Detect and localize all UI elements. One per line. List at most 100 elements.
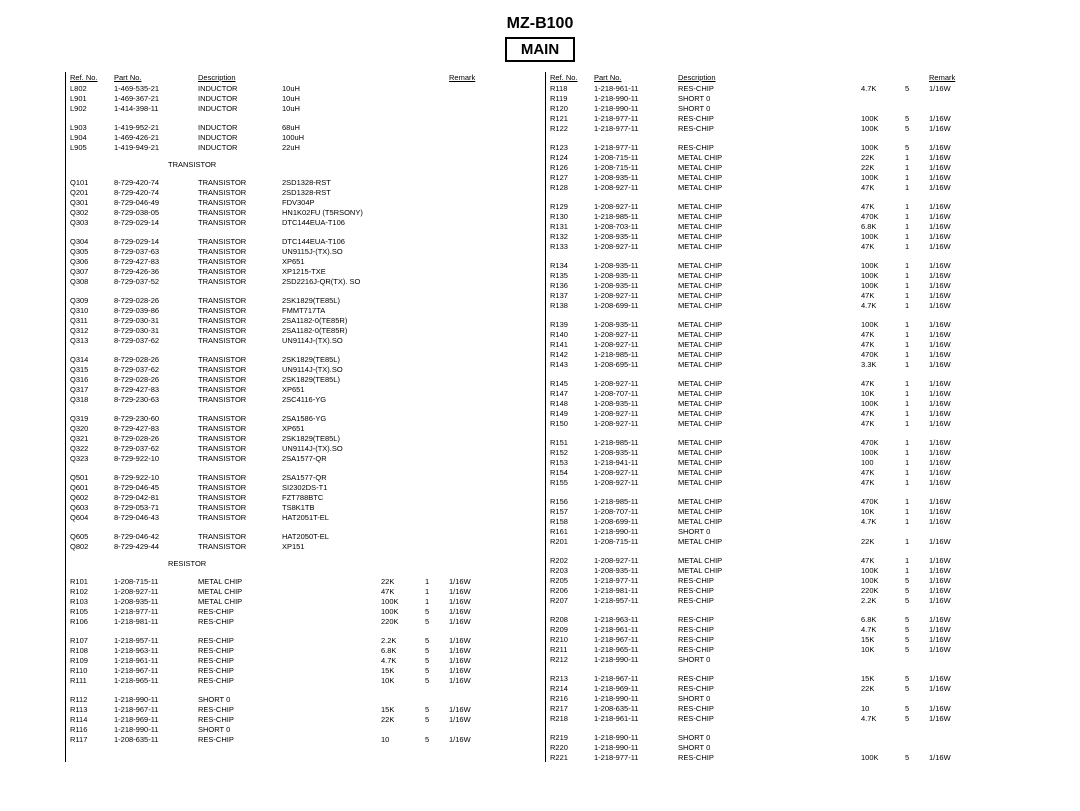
- cell: 1-208-927-11: [592, 339, 676, 349]
- cell: R141: [548, 339, 592, 349]
- table-row: [548, 251, 1015, 260]
- cell: [760, 152, 859, 162]
- cell: [379, 103, 423, 113]
- cell: 1-208-935-11: [592, 231, 676, 241]
- cell: 1/16W: [927, 575, 1015, 585]
- cell: Q605: [68, 531, 112, 541]
- cell: [423, 364, 447, 374]
- cell: 1/16W: [927, 614, 1015, 624]
- cell: [379, 512, 423, 522]
- cell: 1-208-927-11: [592, 378, 676, 388]
- cell: 1/16W: [927, 437, 1015, 447]
- cell: RES-CHIP: [196, 704, 280, 714]
- cell: R121: [548, 113, 592, 123]
- cell: 1/16W: [447, 645, 535, 655]
- cell: [760, 634, 859, 644]
- cell: TRANSISTOR: [196, 541, 280, 551]
- table-row: R1401-208-927-11METAL CHIP47K11/16W: [548, 329, 1015, 339]
- cell: [447, 276, 535, 286]
- table-row: Q3188-729-230-63TRANSISTOR2SC4116-YG: [68, 394, 535, 404]
- cell: R101: [68, 576, 112, 586]
- cell: Q201: [68, 187, 112, 197]
- cell: 1/16W: [927, 506, 1015, 516]
- table-row: R1511-218-985-11METAL CHIP470K11/16W: [548, 437, 1015, 447]
- cell: [760, 103, 859, 113]
- cell: 15K: [859, 634, 903, 644]
- cell: FZT788BTC: [280, 492, 379, 502]
- cell: 1-208-935-11: [592, 260, 676, 270]
- header-row: Ref. No. Part No. Description Remark: [548, 72, 1015, 83]
- cell: [760, 123, 859, 133]
- cell: [379, 315, 423, 325]
- cell: [379, 482, 423, 492]
- cell: [447, 266, 535, 276]
- cell: HN1K02FU (T5RSONY): [280, 207, 379, 217]
- cell: 1-218-990-11: [592, 526, 676, 536]
- cell: [379, 236, 423, 246]
- cell: 1: [903, 221, 927, 231]
- cell: [379, 502, 423, 512]
- cell: 1-469-426-21: [112, 132, 196, 142]
- cell: INDUCTOR: [196, 142, 280, 152]
- cell: R145: [548, 378, 592, 388]
- cell: FMMT717TA: [280, 305, 379, 315]
- table-row: R1031-208-935-11METAL CHIP100K11/16W: [68, 596, 535, 606]
- cell: [760, 565, 859, 575]
- cell: METAL CHIP: [676, 418, 760, 428]
- cell: [760, 349, 859, 359]
- cell: [760, 742, 859, 752]
- cell: 1-208-935-11: [592, 447, 676, 457]
- cell: 5: [903, 673, 927, 683]
- cell: 8-729-230-63: [112, 394, 196, 404]
- cell: [379, 472, 423, 482]
- cell: XP651: [280, 423, 379, 433]
- cell: 1/16W: [927, 319, 1015, 329]
- cell: R148: [548, 398, 592, 408]
- cell: 1: [903, 241, 927, 251]
- left-table: Ref. No. Part No. Description Remark L80…: [68, 72, 535, 744]
- table-row: R1281-208-927-11METAL CHIP47K11/16W: [548, 182, 1015, 192]
- cell: 5: [903, 624, 927, 634]
- table-row: [548, 369, 1015, 378]
- cell: 1: [903, 408, 927, 418]
- cell: R110: [68, 665, 112, 675]
- cell: R111: [68, 675, 112, 685]
- cell: R149: [548, 408, 592, 418]
- cell: Q322: [68, 443, 112, 453]
- cell: R156: [548, 496, 592, 506]
- table-row: R2081-218-963-11RES-CHIP6.8K51/16W: [548, 614, 1015, 624]
- table-row: R2201-218-990-11SHORT 0: [548, 742, 1015, 752]
- cell: 1/16W: [927, 113, 1015, 123]
- table-row: R1481-208-935-11METAL CHIP100K11/16W: [548, 398, 1015, 408]
- cell: RES-CHIP: [196, 606, 280, 616]
- cell: R214: [548, 683, 592, 693]
- cell: 1-469-535-21: [112, 83, 196, 93]
- cell: 47K: [859, 290, 903, 300]
- cell: 1/16W: [447, 714, 535, 724]
- cell: TRANSISTOR: [196, 531, 280, 541]
- cell: 1/16W: [447, 635, 535, 645]
- cell: [379, 492, 423, 502]
- table-row: R1391-208-935-11METAL CHIP100K11/16W: [548, 319, 1015, 329]
- table-row: R1521-208-935-11METAL CHIP100K11/16W: [548, 447, 1015, 457]
- cell: 4.7K: [859, 83, 903, 93]
- table-row: L9011-469-367-21INDUCTOR10uH: [68, 93, 535, 103]
- cell: Q604: [68, 512, 112, 522]
- cell: TRANSISTOR: [196, 384, 280, 394]
- cell: [903, 654, 927, 664]
- cell: METAL CHIP: [676, 231, 760, 241]
- left-column: Ref. No. Part No. Description Remark L80…: [65, 72, 535, 762]
- cell: R220: [548, 742, 592, 752]
- table-row: R1301-218-985-11METAL CHIP470K11/16W: [548, 211, 1015, 221]
- cell: [447, 482, 535, 492]
- cell: 1: [903, 555, 927, 565]
- cell: [760, 555, 859, 565]
- cell: 1-218-941-11: [592, 457, 676, 467]
- cell: [760, 673, 859, 683]
- cell: 1: [903, 270, 927, 280]
- cell: 8-729-038-05: [112, 207, 196, 217]
- cell: Q501: [68, 472, 112, 482]
- cell: 1-218-961-11: [592, 83, 676, 93]
- cell: 220K: [859, 585, 903, 595]
- cell: [447, 217, 535, 227]
